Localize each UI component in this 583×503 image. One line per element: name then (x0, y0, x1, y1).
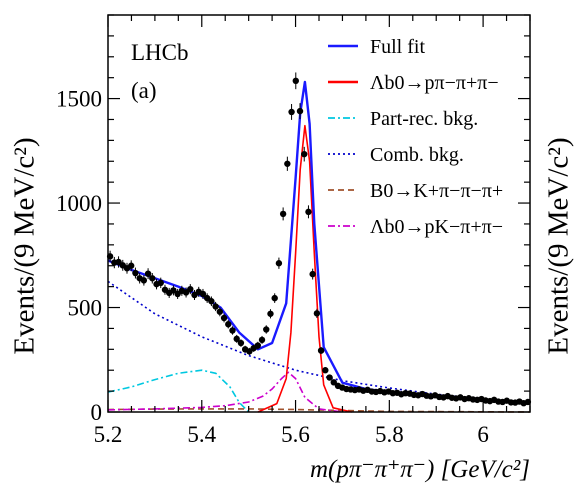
data-point (317, 347, 325, 354)
axis-ticks: 5.2 5.4 5.6 5.8 6 0 500 1000 1500 (56, 14, 531, 447)
y-tick-label: 1000 (56, 191, 102, 216)
data-point (216, 308, 224, 315)
panel-label: (a) (131, 78, 157, 103)
data-point (140, 277, 148, 284)
y-axis-label-right: Events/(9 MeV/c²) (542, 15, 575, 477)
data-point (330, 379, 337, 386)
data-point (301, 150, 308, 158)
data-point (292, 77, 299, 85)
data-point (220, 314, 228, 322)
data-point (326, 374, 333, 381)
data-point (225, 321, 232, 328)
fit-curves (107, 80, 531, 413)
data-point (263, 326, 270, 333)
legend: Full fit Λb0→pπ−π+π− Part-rec. bkg. Comb. b… (328, 36, 503, 238)
x-tick-label: 5.6 (281, 422, 310, 447)
data-point (199, 290, 207, 298)
x-tick-label: 5.8 (375, 422, 404, 447)
data-point (170, 287, 177, 294)
data-point (279, 210, 287, 218)
data-point (254, 342, 262, 349)
data-point (305, 208, 312, 216)
series-line (257, 124, 352, 413)
y-axis-label-left: Events/(9 MeV/c²) (8, 15, 41, 477)
series-line (107, 369, 250, 413)
y-tick-label: 500 (68, 296, 103, 321)
x-tick-label: 6 (477, 422, 489, 447)
legend-entry: Part-rec. bkg. (370, 108, 478, 130)
data-point (309, 270, 316, 278)
data-point (258, 336, 266, 344)
y-tick-label: 0 (91, 400, 103, 425)
legend-entry: B0→K+π−π−π+ (370, 180, 503, 202)
legend-entry: Comb. bkg. (370, 144, 464, 166)
data-point (208, 298, 215, 305)
data-point (157, 279, 164, 287)
data-point (237, 339, 245, 347)
data-point (187, 285, 194, 293)
data-point (132, 269, 139, 277)
data-point (322, 367, 329, 374)
y-tick-label: 1500 (56, 87, 102, 112)
legend-entry: Λb0→pπ−π+π− (370, 72, 499, 94)
data-point (144, 270, 152, 277)
data-point (288, 108, 295, 116)
data-point (271, 294, 278, 302)
data-point (313, 310, 321, 317)
data-point (233, 335, 240, 343)
legend-entry: Full fit (370, 36, 425, 58)
legend-entry: Λb0→pK−π+π− (370, 216, 503, 238)
x-axis-label: m(pπ⁻π⁺π⁻) [GeV/c²] (310, 456, 530, 483)
data-point (212, 303, 219, 310)
data-points (106, 72, 532, 407)
data-point (284, 160, 291, 167)
x-tick-label: 5.4 (187, 422, 216, 447)
data-point (128, 262, 135, 269)
data-point (149, 275, 156, 282)
y-axis-label-text: Events/(9 MeV/c²) (8, 137, 41, 355)
data-point (275, 260, 283, 267)
data-point (229, 327, 236, 334)
data-point (267, 310, 274, 317)
series-line (107, 80, 531, 404)
data-point (296, 107, 304, 115)
y-axis-label-right-text: Events/(9 MeV/c²) (542, 137, 575, 355)
x-tick-label: 5.2 (94, 422, 123, 447)
experiment-label: LHCb (131, 40, 189, 65)
